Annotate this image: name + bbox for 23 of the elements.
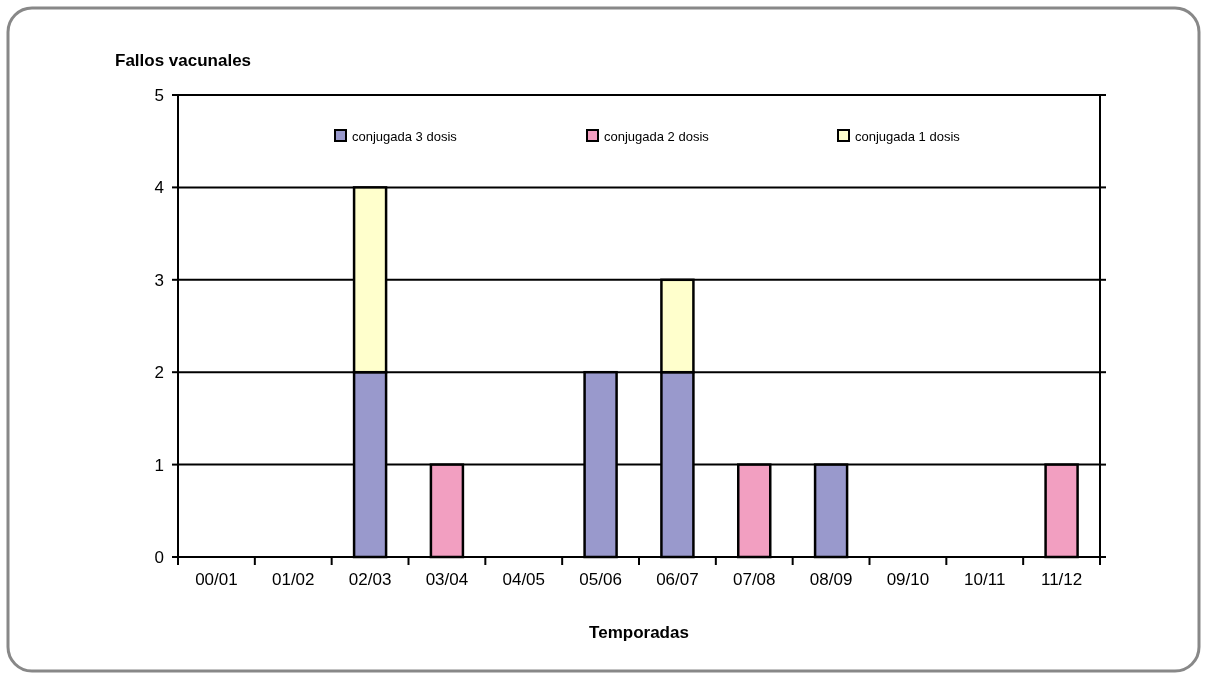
x-tick-label: 07/08 bbox=[732, 570, 776, 589]
y-tick-label: 4 bbox=[154, 178, 164, 198]
x-tick-label: 09/10 bbox=[886, 570, 930, 589]
x-tick-label: 01/02 bbox=[271, 570, 315, 589]
x-tick-label: 06/07 bbox=[656, 570, 699, 589]
x-tick-label: 10/11 bbox=[964, 570, 1006, 589]
x-tick-label: 08/09 bbox=[809, 570, 853, 589]
x-tick-label: 11/12 bbox=[1040, 570, 1083, 589]
y-tick-label: 1 bbox=[154, 455, 164, 475]
x-axis-title: Temporadas bbox=[589, 623, 689, 642]
y-tick-label: 2 bbox=[154, 363, 164, 383]
x-tick-label: 04/05 bbox=[502, 570, 546, 589]
y-tick-label: 5 bbox=[154, 85, 164, 105]
y-tick-label: 0 bbox=[154, 547, 164, 567]
x-tick-label: 03/04 bbox=[425, 570, 469, 589]
x-tick-label: 00/01 bbox=[195, 570, 238, 589]
legend-label: conjugada 3 dosis bbox=[352, 128, 458, 144]
x-tick-label: 05/06 bbox=[579, 570, 622, 589]
y-axis-title: Fallos vacunales bbox=[115, 51, 252, 70]
x-tick-label: 02/03 bbox=[348, 570, 392, 589]
y-tick-label: 3 bbox=[154, 270, 164, 290]
legend-label: conjugada 2 dosis bbox=[604, 128, 710, 144]
legend-label: conjugada 1 dosis bbox=[855, 128, 961, 144]
